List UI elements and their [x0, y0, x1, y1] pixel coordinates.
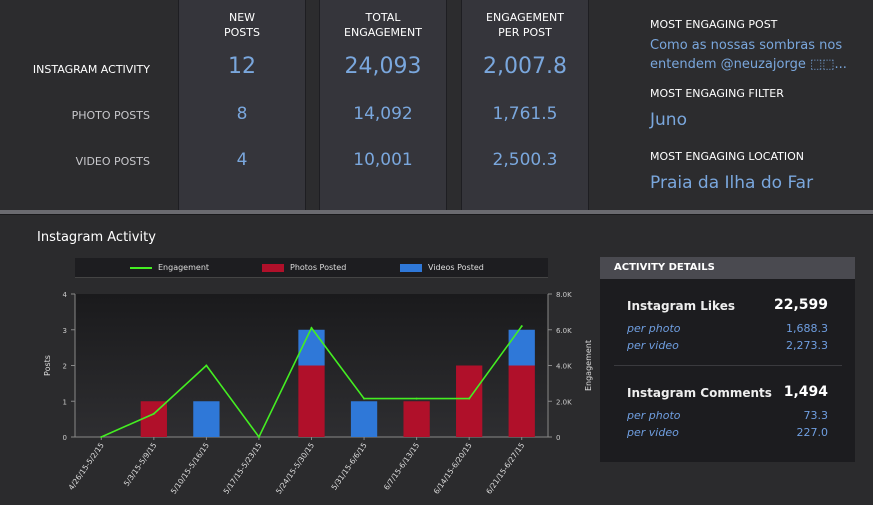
legend-videos[interactable]: Videos Posted — [400, 263, 484, 272]
x-tick-label: 5/24/15-5/30/15 — [274, 441, 316, 496]
most-engaging-filter-value: Juno — [650, 110, 687, 130]
likes-per-photo-label: per photo — [627, 322, 681, 335]
row-label-video-posts: VIDEO POSTS — [75, 155, 150, 168]
videos-swatch — [400, 263, 422, 272]
photos-bar — [140, 401, 167, 437]
y-tick-label: 2 — [63, 363, 67, 371]
engagement-point — [257, 436, 260, 438]
y2-axis-title: Engagement — [584, 340, 593, 391]
new-posts-photo: 8 — [236, 104, 248, 124]
likes-per-video-label: per video — [627, 339, 679, 352]
total-engagement-column: TOTAL ENGAGEMENT 24,093 14,092 10,001 — [319, 0, 447, 210]
y-tick-label: 1 — [63, 398, 67, 406]
photos-bar — [508, 365, 535, 437]
x-tick-label: 4/26/15-5/2/15 — [67, 441, 106, 492]
photos-bar — [456, 365, 483, 437]
comments-label: Instagram Comments — [627, 386, 772, 400]
comments-per-photo-value: 73.3 — [803, 409, 829, 422]
engagement-point — [100, 436, 103, 438]
comments-per-photo-label: per photo — [627, 409, 681, 422]
engagement-point — [468, 397, 471, 400]
engagement-point — [363, 397, 366, 400]
y2-tick-label: 4.0K — [556, 363, 572, 371]
likes-per-photo-value: 1,688.3 — [786, 322, 828, 335]
y2-tick-label: 8.0K — [556, 291, 572, 299]
engagement-point — [205, 364, 208, 367]
section-divider — [0, 210, 873, 214]
new-posts-total: 12 — [228, 54, 256, 79]
legend-photos[interactable]: Photos Posted — [262, 263, 346, 272]
engagement-point — [310, 326, 313, 329]
likes-label: Instagram Likes — [627, 299, 735, 313]
total-engagement-header: TOTAL ENGAGEMENT — [344, 11, 422, 39]
photos-bar — [298, 365, 325, 437]
x-tick-label: 6/7/15-6/13/15 — [382, 441, 421, 492]
y2-tick-label: 6.0K — [556, 327, 572, 335]
most-engaging-location-label: MOST ENGAGING LOCATION — [650, 150, 804, 163]
engagement-point — [152, 412, 155, 415]
x-tick-label: 6/21/15-6/27/15 — [484, 441, 526, 496]
activity-details-header: ACTIVITY DETAILS — [600, 257, 855, 279]
engagement-per-post-video: 2,500.3 — [492, 150, 558, 170]
summary-panel: INSTAGRAM ACTIVITY PHOTO POSTS VIDEO POS… — [0, 0, 873, 210]
videos-bar — [508, 329, 535, 366]
y-tick-label: 3 — [63, 327, 67, 335]
most-engaging-location-value: Praia da Ilha do Far — [650, 173, 814, 193]
details-separator — [614, 365, 842, 366]
most-engaging-filter-label: MOST ENGAGING FILTER — [650, 87, 784, 100]
comments-per-video-value: 227.0 — [796, 426, 829, 439]
engagement-per-post-total: 2,007.8 — [483, 54, 567, 79]
total-engagement-photo: 14,092 — [353, 104, 413, 124]
most-engaging-post-label: MOST ENGAGING POST — [650, 18, 778, 31]
y-tick-label: 0 — [63, 434, 67, 442]
most-engaging-post-link[interactable]: Como as nossas sombras nos entendem @neu… — [650, 38, 847, 72]
x-tick-label: 6/14/15-6/20/15 — [432, 441, 474, 496]
activity-details-panel: ACTIVITY DETAILS Instagram Likes 22,599 … — [600, 257, 855, 462]
y2-tick-label: 0 — [556, 434, 560, 442]
engagement-point — [415, 397, 418, 400]
engagement-swatch — [130, 266, 152, 269]
photos-swatch — [262, 263, 284, 272]
likes-per-video-value: 2,273.3 — [786, 339, 828, 352]
row-label-photo-posts: PHOTO POSTS — [71, 109, 150, 122]
total-engagement-video: 10,001 — [353, 150, 413, 170]
engagement-per-post-header: ENGAGEMENT PER POST — [486, 11, 564, 39]
new-posts-video: 4 — [236, 150, 248, 170]
section-title: Instagram Activity — [37, 230, 156, 245]
x-tick-label: 5/31/15-6/6/15 — [329, 441, 368, 492]
videos-bar — [350, 401, 378, 437]
engagement-point — [520, 325, 523, 328]
y-axis-title: Posts — [43, 355, 52, 376]
x-tick-label: 5/10/15-5/16/15 — [169, 441, 211, 496]
x-tick-label: 5/3/15-5/9/15 — [122, 441, 159, 488]
row-label-instagram-activity: INSTAGRAM ACTIVITY — [32, 63, 150, 76]
x-tick-label: 5/17/15-5/23/15 — [221, 441, 263, 496]
likes-value: 22,599 — [773, 297, 828, 313]
legend-engagement[interactable]: Engagement — [130, 263, 209, 272]
activity-chart: 0 1 2 3 4 0 2.0K 4.0K 6.0K 8.0K Posts Engagement 4/2… — [43, 291, 593, 496]
comments-per-video-label: per video — [627, 426, 679, 439]
total-engagement-total: 24,093 — [344, 54, 422, 79]
photos-bar — [403, 401, 430, 437]
comments-value: 1,494 — [783, 384, 828, 400]
engagement-per-post-photo: 1,761.5 — [492, 104, 558, 124]
y-tick-label: 4 — [63, 291, 68, 299]
chart-legend: Engagement Photos Posted Videos Posted — [75, 258, 548, 278]
engagement-per-post-column: ENGAGEMENT PER POST 2,007.8 1,761.5 2,50… — [461, 0, 589, 210]
videos-bar — [193, 401, 220, 437]
new-posts-column: NEW POSTS 12 8 4 — [178, 0, 306, 210]
new-posts-header: NEW POSTS — [224, 11, 260, 39]
y2-tick-label: 2.0K — [556, 398, 572, 406]
